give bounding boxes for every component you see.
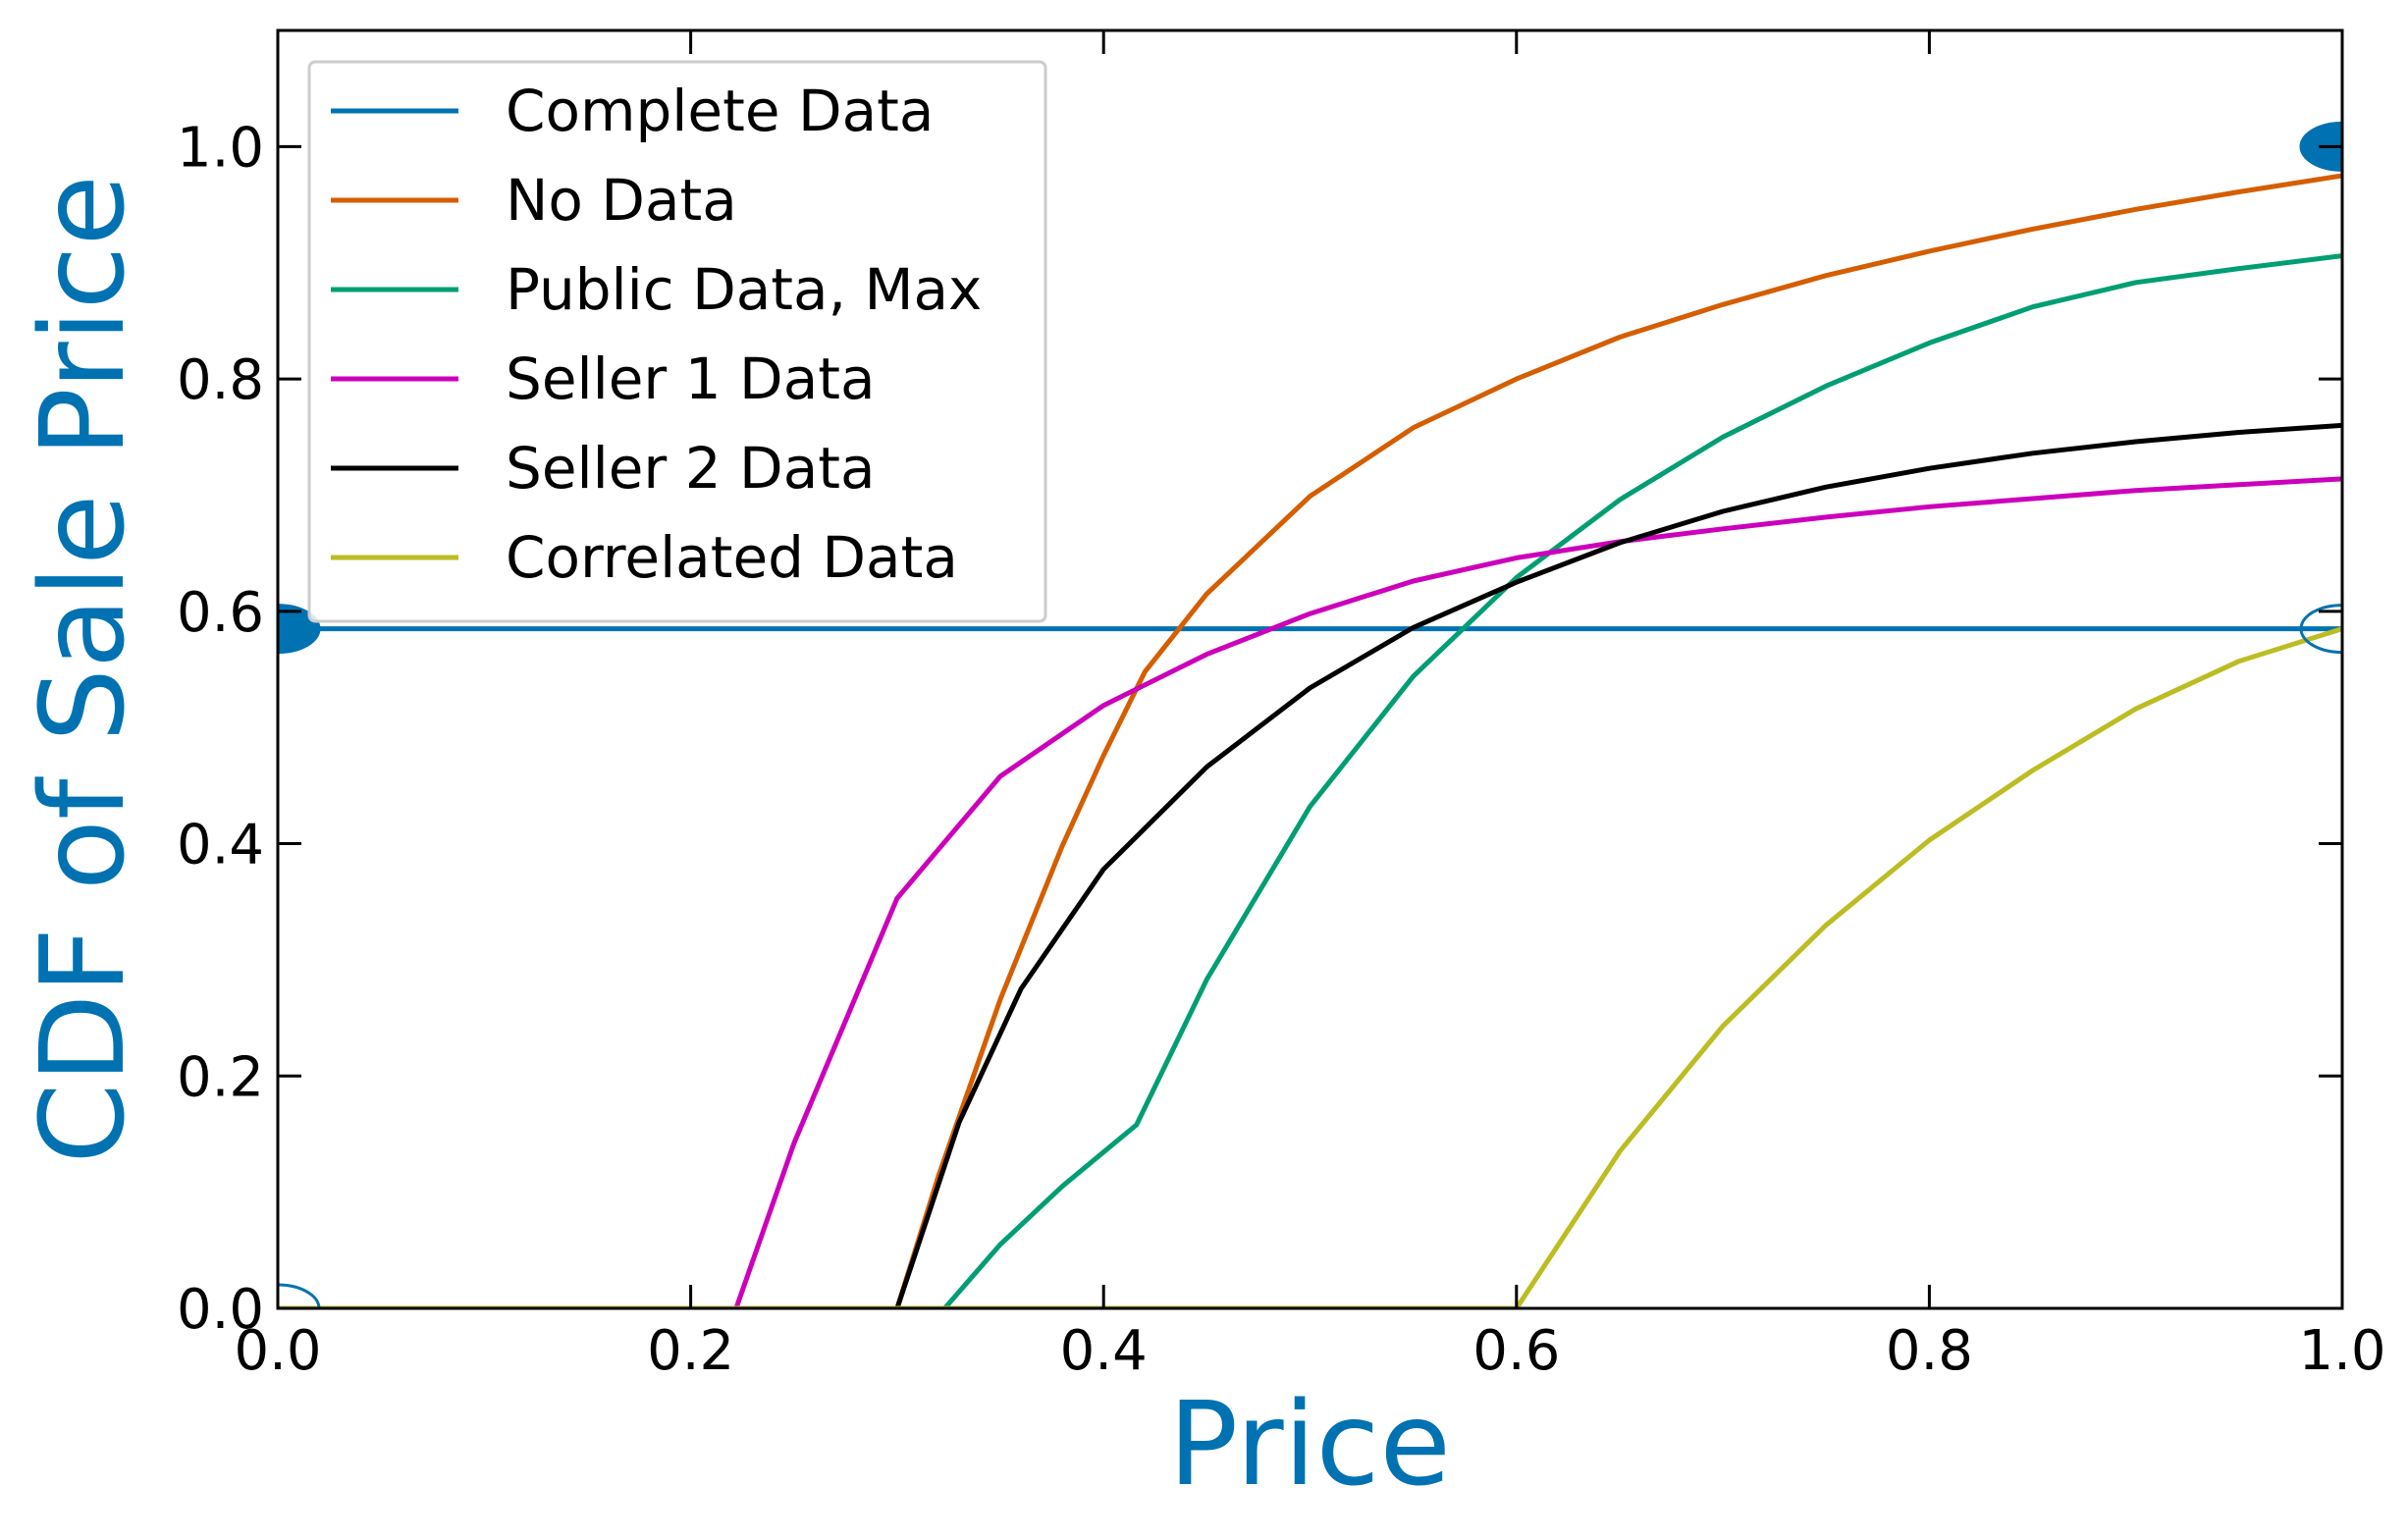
x-axis-label: Price: [1168, 1376, 1451, 1512]
x-tick-label: 1.0: [2298, 1319, 2385, 1383]
series-line-correlated-data: [278, 626, 2342, 1308]
series-line-seller-2-data: [278, 422, 2342, 1308]
legend-label: Correlated Data: [506, 524, 958, 591]
legend-label: Seller 1 Data: [506, 345, 876, 412]
y-axis-label: CDF of Sale Price: [15, 175, 150, 1164]
y-tick-label: 0.6: [177, 581, 264, 645]
series-line-seller-1-data: [278, 476, 2342, 1308]
series-line-no-data: [278, 173, 2342, 1308]
legend: Complete Data No Data Public Data, Max Sell…: [307, 60, 1047, 623]
y-tick-label: 1.0: [177, 116, 264, 180]
y-tick-label: 0.4: [177, 814, 264, 877]
legend-label: Seller 2 Data: [506, 435, 876, 502]
legend-label: Public Data, Max: [506, 256, 982, 323]
series-layer: [278, 173, 2342, 1308]
x-tick-label: 0.4: [1060, 1319, 1148, 1383]
x-tick-label: 0.8: [1886, 1319, 1973, 1383]
legend-box: [307, 60, 1047, 623]
x-tick-label: 0.2: [647, 1319, 734, 1383]
open-point-marker: [2299, 604, 2342, 655]
y-tick-label: 0.8: [177, 348, 264, 412]
x-tick-label: 0.0: [234, 1319, 321, 1383]
y-tick-label: 0.0: [177, 1278, 264, 1342]
plot-frame: [276, 28, 2344, 1310]
series-line-public-data-max: [278, 253, 2342, 1308]
legend-label: Complete Data: [506, 78, 934, 144]
x-tick-label: 0.6: [1472, 1319, 1560, 1383]
y-tick-label: 0.2: [177, 1045, 264, 1109]
legend-label: No Data: [506, 167, 737, 234]
tick-layer: 0.0 0.2 0.4 0.6 0.8 1.0 0.0 0.2 0.4 0.6 0.8 1.0: [177, 30, 2386, 1383]
